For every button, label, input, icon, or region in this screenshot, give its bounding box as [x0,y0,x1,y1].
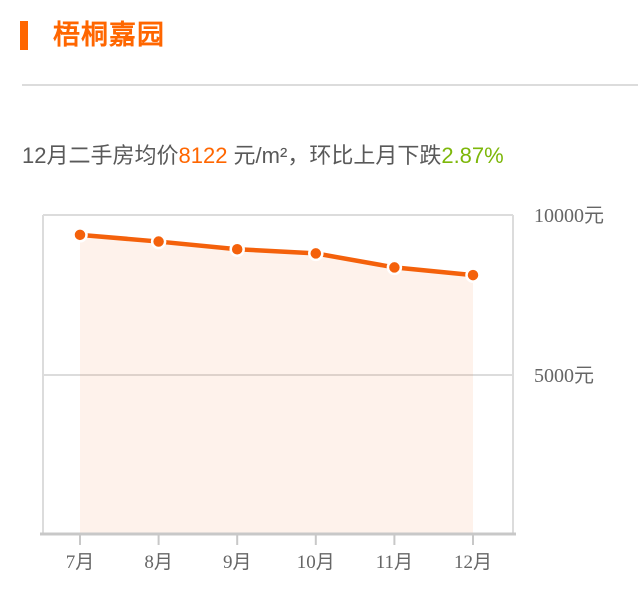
price-change-value: 2.87% [441,143,504,168]
data-point-7月[interactable] [72,227,88,243]
header-divider [22,84,638,86]
x-axis-label: 10月 [297,552,335,573]
area-fill [80,234,473,533]
x-axis-label: 9月 [223,552,252,573]
price-summary: 12月二手房均价8122 元/m²，环比上月下跌2.87% [22,138,504,170]
x-axis-label: 7月 [66,552,95,573]
summary-prefix: 12月二手房均价 [22,143,179,168]
data-point-8月[interactable] [150,233,167,250]
data-point-10月[interactable] [308,245,324,262]
data-point-12月[interactable] [465,267,481,283]
summary-unit: 元/m²，环比上月下跌 [227,143,442,168]
page-title: 梧桐嘉园 [53,20,165,50]
x-axis-label: 12月 [454,552,492,573]
title-accent-bar [20,21,28,50]
x-axis-label: 8月 [144,552,173,573]
data-point-11月[interactable] [386,259,403,276]
y-axis-label: 10000元 [534,205,604,227]
y-axis-label: 5000元 [534,365,594,387]
x-axis-label: 11月 [376,552,413,573]
price-line [77,232,476,278]
average-price-value: 8122 [178,143,228,168]
widget-header: 梧桐嘉园 [20,21,165,50]
data-point-9月[interactable] [229,241,245,257]
